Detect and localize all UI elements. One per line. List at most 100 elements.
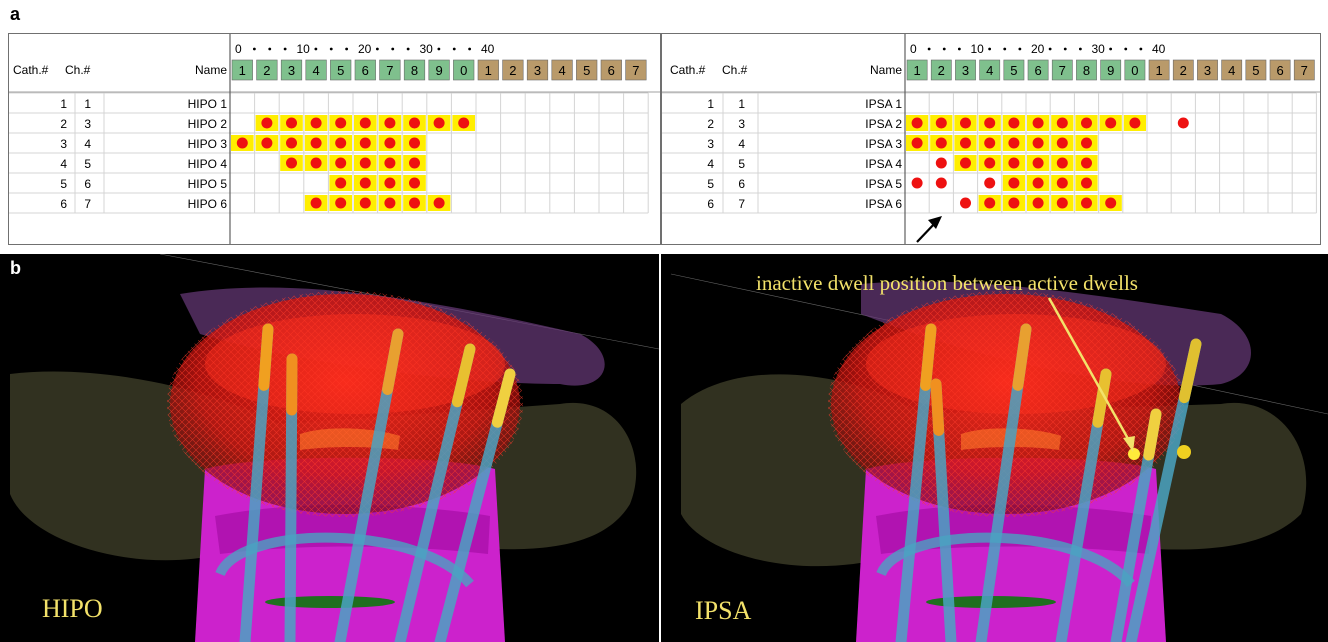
dwell-dot bbox=[984, 117, 996, 129]
dwell-dot bbox=[1105, 117, 1117, 129]
dwell-dot bbox=[1081, 157, 1092, 169]
position-header-box bbox=[600, 59, 622, 81]
position-label: 1 bbox=[239, 63, 246, 78]
catheter-tip bbox=[382, 328, 404, 395]
scale-tick: 20 bbox=[1031, 42, 1045, 56]
dwell-dot bbox=[335, 137, 347, 149]
row-cath: 6 bbox=[707, 197, 714, 211]
row-ch: 5 bbox=[738, 157, 745, 171]
dwell-dot bbox=[261, 137, 273, 149]
dwell-dot bbox=[310, 137, 322, 149]
dwell-dot bbox=[384, 177, 396, 189]
position-header-box bbox=[979, 59, 1001, 81]
row-name: HIPO 6 bbox=[188, 197, 228, 211]
dwell-dot bbox=[1056, 137, 1068, 149]
row-cath: 3 bbox=[707, 137, 714, 151]
position-label: 3 bbox=[534, 63, 541, 78]
position-label: 0 bbox=[1131, 63, 1138, 78]
position-header-box bbox=[231, 59, 253, 81]
row-ch: 6 bbox=[738, 177, 745, 191]
row-ch: 7 bbox=[738, 197, 745, 211]
position-header-box bbox=[1221, 59, 1243, 81]
position-header-box bbox=[305, 59, 327, 81]
scale-dot bbox=[1048, 47, 1052, 51]
dwell-dot bbox=[335, 177, 347, 189]
catheter-tip bbox=[930, 378, 945, 436]
dwell-dot bbox=[984, 197, 996, 209]
green-structure bbox=[265, 596, 395, 608]
row-ch: 7 bbox=[84, 197, 91, 211]
position-label: 1 bbox=[485, 63, 492, 78]
row-cath: 2 bbox=[60, 117, 67, 131]
catheter-tip bbox=[258, 323, 274, 391]
dwell-dot bbox=[409, 157, 420, 169]
catheter-tip bbox=[491, 368, 516, 428]
position-header-box bbox=[551, 59, 573, 81]
annotation-pointer bbox=[1047, 297, 1133, 445]
row-cath: 2 bbox=[707, 117, 714, 131]
position-header-box bbox=[1293, 59, 1315, 81]
position-label: 2 bbox=[509, 63, 516, 78]
dwell-dot bbox=[359, 117, 371, 129]
dwell-dot bbox=[1008, 157, 1020, 169]
dwell-dot bbox=[286, 117, 297, 129]
dwell-dot bbox=[335, 157, 347, 169]
dwell-dot-inactive bbox=[935, 157, 947, 169]
scale-dot bbox=[452, 47, 456, 51]
dwell-dot bbox=[1008, 117, 1020, 129]
position-label: 5 bbox=[1010, 63, 1017, 78]
position-header-box bbox=[453, 59, 475, 81]
scale-dot bbox=[1018, 47, 1022, 51]
scale-dot bbox=[283, 47, 287, 51]
position-label: 2 bbox=[1180, 63, 1187, 78]
dwell-dot-inactive bbox=[1177, 117, 1189, 129]
dwell-dot bbox=[1032, 157, 1044, 169]
scale-tick: 10 bbox=[971, 42, 985, 56]
scale-dot bbox=[957, 47, 961, 51]
dwell-dot bbox=[1032, 177, 1044, 189]
catheter-tip bbox=[1012, 323, 1032, 391]
scale-tick: 20 bbox=[358, 42, 372, 56]
scale-dot bbox=[942, 47, 946, 51]
position-label: 4 bbox=[986, 63, 993, 78]
position-header-box bbox=[1197, 59, 1218, 81]
dwell-dot-inactive bbox=[960, 197, 971, 209]
render-scene-ipsa bbox=[670, 273, 1328, 642]
dwell-dot bbox=[1032, 117, 1044, 129]
scale-tick: 0 bbox=[235, 42, 242, 56]
header-ch: Ch.# bbox=[722, 63, 748, 77]
external-marker bbox=[1177, 445, 1191, 459]
position-header-box bbox=[403, 59, 426, 81]
dwell-grid-svg-ipsa: Cath.# Ch.# Name 0 10 20 30 40 1 2 3 4 5 6 7 8 9 0 1 2 3 4 5 6 7… bbox=[662, 34, 1320, 244]
dwell-dot bbox=[384, 197, 396, 209]
dwell-dot bbox=[1081, 117, 1092, 129]
dwell-dot bbox=[236, 137, 248, 149]
position-header-box bbox=[1051, 59, 1073, 81]
scale-dot bbox=[468, 47, 472, 51]
row-cath: 5 bbox=[60, 177, 67, 191]
position-header-box bbox=[428, 59, 450, 81]
header-cath: Cath.# bbox=[13, 63, 49, 77]
scale-tick: 40 bbox=[1152, 42, 1166, 56]
dwell-dot bbox=[984, 137, 996, 149]
dwell-dot bbox=[409, 117, 420, 129]
dwell-dot bbox=[1008, 197, 1020, 209]
dwell-grid-ipsa: Cath.# Ch.# Name 0 10 20 30 40 1 2 3 4 5 6 7 8 9 0 1 2 3 4 5 6 7… bbox=[661, 33, 1321, 245]
catheter-tip bbox=[451, 343, 476, 408]
position-label: 1 bbox=[1155, 63, 1162, 78]
catheter-tip bbox=[1143, 408, 1162, 461]
annotation-pointer-head bbox=[1123, 436, 1135, 452]
render-hipo: HIPO bbox=[0, 254, 659, 642]
dwell-dot bbox=[960, 137, 971, 149]
row-ch: 1 bbox=[738, 97, 745, 111]
scale-dot bbox=[1003, 47, 1007, 51]
row-ch: 3 bbox=[738, 117, 745, 131]
row-cath: 4 bbox=[60, 157, 67, 171]
inactive-dwell-marker bbox=[1128, 448, 1140, 460]
dwell-dot bbox=[335, 197, 347, 209]
row-ch: 4 bbox=[738, 137, 745, 151]
dwell-dot bbox=[310, 197, 322, 209]
dwell-dot bbox=[384, 137, 396, 149]
scale-dot bbox=[314, 47, 318, 51]
scale-dot bbox=[252, 47, 256, 51]
